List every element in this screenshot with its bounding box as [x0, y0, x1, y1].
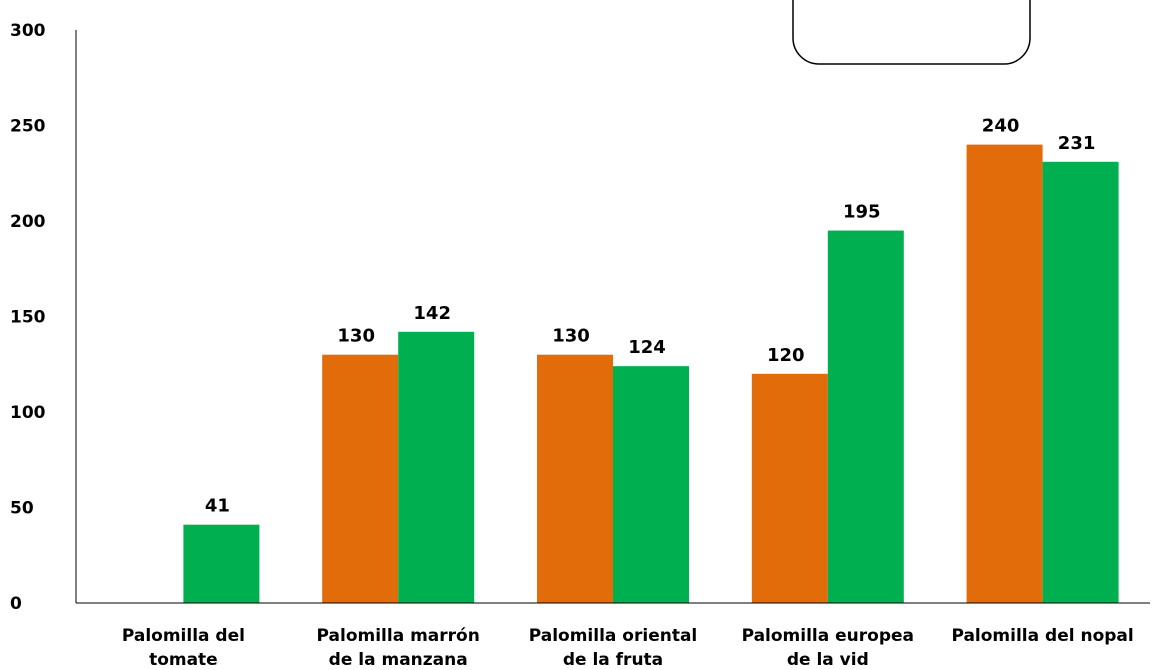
x-tick-label-line: Palomilla del nopal — [951, 626, 1133, 646]
y-tick-label: 250 — [10, 117, 46, 137]
bar — [398, 331, 475, 603]
bar — [183, 524, 260, 603]
x-tick-label: Palomilla del nopal — [951, 626, 1133, 646]
y-axis: 0 50 100 150 200 250 300 — [10, 21, 77, 614]
x-tick-label-line: Palomilla oriental — [529, 626, 698, 646]
data-label: 231 — [1058, 133, 1096, 154]
y-tick-label: 200 — [10, 212, 46, 232]
x-tick-label: Palomilla marrón de la manzana — [317, 626, 480, 670]
data-label: 240 — [982, 116, 1020, 137]
bar — [613, 366, 689, 603]
x-tick-label-line: de la manzana — [329, 650, 468, 670]
data-label: 130 — [552, 326, 590, 347]
x-axis: Palomilla del tomate Palomilla marrón de la… — [76, 602, 1150, 670]
y-tick-label: 150 — [10, 308, 46, 328]
y-tick-label: 50 — [10, 499, 34, 519]
data-label: 120 — [767, 345, 805, 366]
x-tick-label-line: tomate — [149, 650, 218, 670]
y-tick-label: 300 — [10, 21, 46, 41]
x-tick-label: Palomilla europea de la vid — [742, 626, 914, 670]
data-label: 142 — [413, 303, 451, 324]
data-label: 124 — [628, 337, 666, 358]
bar — [322, 354, 399, 603]
x-tick-label-line: de la fruta — [563, 650, 663, 670]
y-tick-label: 100 — [10, 403, 46, 423]
bar — [1042, 161, 1119, 604]
bar — [966, 144, 1043, 603]
x-tick-label-line: Palomilla del — [122, 626, 245, 646]
bar — [751, 373, 828, 603]
data-label: 41 — [205, 496, 230, 517]
x-tick-label-line: Palomilla europea — [742, 626, 914, 646]
x-tick-label-line: de la vid — [787, 650, 869, 670]
y-tick-label: 0 — [10, 594, 22, 614]
legend-box — [792, 0, 1031, 65]
bar — [537, 354, 613, 603]
bar — [827, 230, 904, 604]
x-tick-label: Palomilla del tomate — [122, 626, 245, 670]
bars — [183, 144, 1119, 604]
data-labels: 41 130 142 130 124 120 195 240 231 — [205, 116, 1096, 517]
x-tick-label-line: Palomilla marrón — [317, 626, 480, 646]
data-label: 195 — [843, 202, 881, 223]
data-label: 130 — [337, 326, 375, 347]
x-tick-label: Palomilla oriental de la fruta — [529, 626, 698, 670]
